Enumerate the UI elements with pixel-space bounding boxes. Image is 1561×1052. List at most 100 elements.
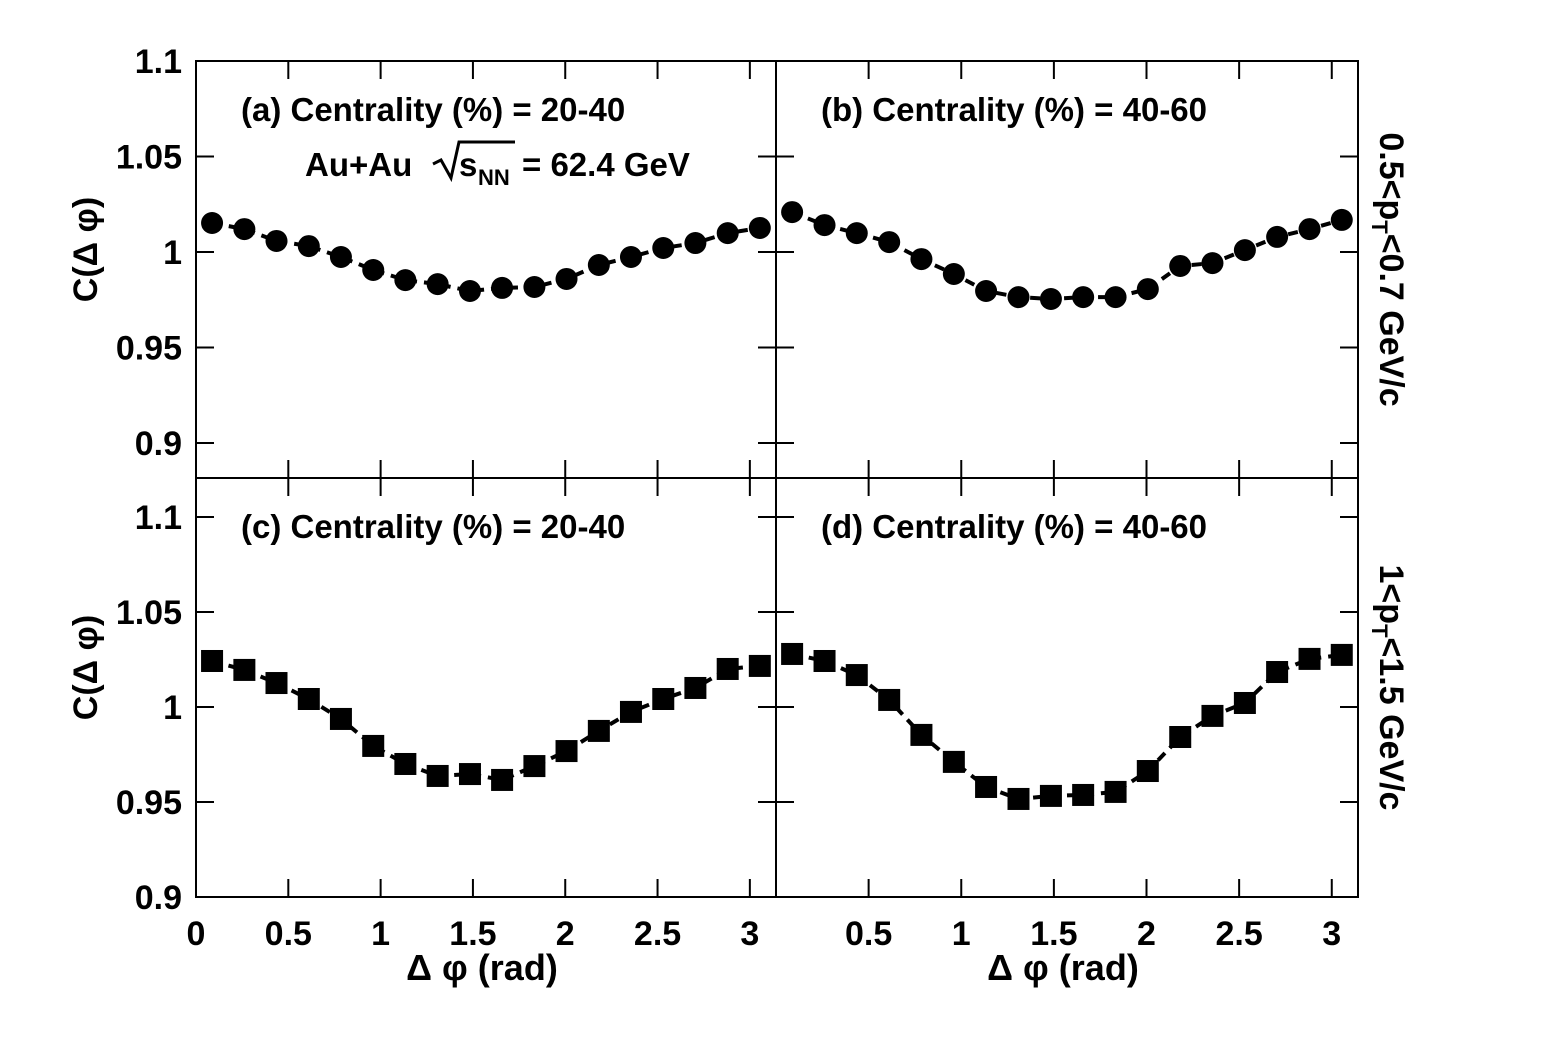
marker (1007, 286, 1030, 309)
marker (652, 687, 675, 710)
marker (201, 649, 224, 672)
marker (587, 719, 610, 742)
fit-line (791, 210, 1343, 302)
radical-sign (432, 140, 515, 183)
row-label: 0.5<pT<0.7 GeV/c (1367, 132, 1410, 406)
marker (684, 232, 707, 255)
y-tick-label: 1 (163, 689, 182, 727)
annotation: Au+Au (305, 146, 412, 183)
marker (523, 755, 546, 778)
marker (426, 273, 449, 296)
marker (297, 687, 320, 710)
marker (1298, 218, 1321, 241)
row-label-part: 0.5<p (1372, 132, 1410, 220)
marker (975, 279, 998, 302)
y-tick-label: 0.9 (135, 879, 182, 917)
marker (329, 707, 352, 730)
marker (1233, 239, 1256, 262)
x-axis-label: Δ φ (rad) (406, 947, 558, 988)
x-tick-label: 1 (952, 915, 971, 953)
marker (975, 775, 998, 798)
marker (458, 279, 481, 302)
marker (684, 676, 707, 699)
marker (426, 764, 449, 787)
y-tick-label: 1.1 (135, 43, 182, 81)
marker (1169, 726, 1192, 749)
y-tick-label: 1.05 (116, 594, 182, 632)
marker (845, 664, 868, 687)
marker (297, 235, 320, 258)
marker (329, 245, 352, 268)
x-tick-label: 3 (740, 915, 759, 953)
marker (878, 231, 901, 254)
x-tick-label: 1 (371, 915, 390, 953)
marker (1169, 254, 1192, 277)
marker (1136, 278, 1159, 301)
marker (1201, 704, 1224, 727)
row-label: 1<pT<1.5 GeV/c (1367, 565, 1410, 811)
y-axis-label: C(Δ φ) (67, 615, 105, 720)
x-axis-label: Δ φ (rad) (987, 947, 1139, 988)
x-tick-label: 2 (556, 915, 575, 953)
x-tick-label: 0 (187, 915, 206, 953)
marker (1233, 691, 1256, 714)
y-tick-label: 0.95 (116, 330, 182, 368)
marker (1072, 286, 1095, 309)
row-label-part: 1<p (1372, 565, 1410, 625)
marker (1039, 784, 1062, 807)
row-label-sub: T (1367, 624, 1392, 638)
marker (1104, 780, 1127, 803)
panel-title: (c) Centrality (%) = 20-40 (241, 508, 625, 545)
x-tick-label: 1.5 (449, 915, 496, 953)
x-tick-label: 3 (1322, 915, 1341, 953)
marker (748, 654, 771, 677)
row-label-sub: T (1367, 220, 1392, 234)
x-tick-label: 1.5 (1030, 915, 1077, 953)
plot-frame (775, 477, 1359, 898)
marker (523, 275, 546, 298)
marker (362, 734, 385, 757)
x-tick-label: 0.5 (265, 915, 312, 953)
x-tick-label: 0.5 (845, 915, 892, 953)
marker (233, 658, 256, 681)
marker (910, 723, 933, 746)
y-tick-label: 1.05 (116, 139, 182, 177)
y-tick-label: 0.95 (116, 784, 182, 822)
marker (942, 750, 965, 773)
marker (716, 222, 739, 245)
marker (1330, 208, 1353, 231)
marker (458, 763, 481, 786)
marker (1266, 225, 1289, 248)
y-tick-label: 1 (163, 234, 182, 272)
marker (942, 262, 965, 285)
x-tick-label: 2 (1137, 915, 1156, 953)
marker (587, 254, 610, 277)
marker (362, 258, 385, 281)
marker (555, 740, 578, 763)
marker (394, 752, 417, 775)
marker (1298, 647, 1321, 670)
row-label-part: <1.5 GeV/c (1372, 638, 1410, 811)
marker (748, 216, 771, 239)
annotation: = 62.4 GeV (522, 146, 690, 183)
marker (845, 222, 868, 245)
annotation: NN (478, 165, 510, 190)
marker (878, 688, 901, 711)
marker (781, 201, 804, 224)
marker (813, 649, 836, 672)
marker (1007, 787, 1030, 810)
marker (265, 229, 288, 252)
marker (619, 700, 642, 723)
marker (1136, 760, 1159, 783)
marker (555, 267, 578, 290)
marker (1201, 252, 1224, 275)
marker (652, 237, 675, 260)
annotation: s (459, 146, 477, 183)
row-label-part: <0.7 GeV/c (1372, 234, 1410, 407)
y-tick-label: 1.1 (135, 499, 182, 537)
marker (491, 276, 514, 299)
marker (781, 642, 804, 665)
marker (1039, 288, 1062, 311)
marker (910, 248, 933, 271)
